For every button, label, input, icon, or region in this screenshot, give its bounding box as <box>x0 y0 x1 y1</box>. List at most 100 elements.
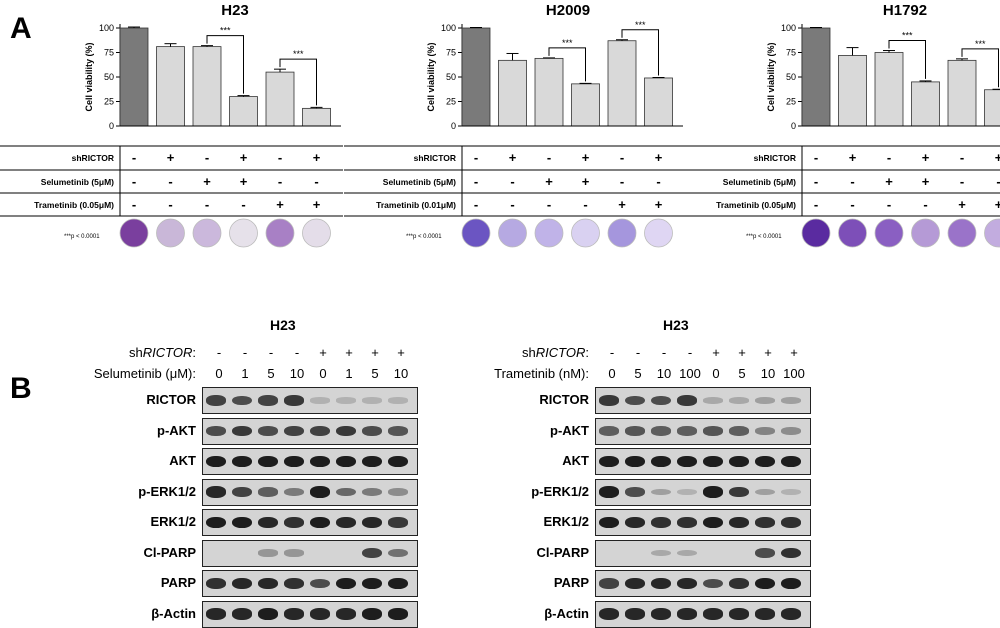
blot-title: H23 <box>663 317 689 333</box>
blot-strip <box>202 387 418 414</box>
shrictor-lane-symbol: + <box>345 345 353 360</box>
shrictor-lane-symbol: - <box>687 345 693 360</box>
condition-symbol: - <box>547 150 551 165</box>
chart-H23: H23 0 25 50 75 100 Cell viability (%) *** *** shR… <box>0 2 343 248</box>
condition-symbol: + <box>582 150 590 165</box>
condition-label: Trametinib (0.01μM) <box>376 200 456 210</box>
shrictor-lane-symbol: - <box>268 345 274 360</box>
shrictor-lane-symbol: + <box>790 345 798 360</box>
condition-label: Selumetinib (5μM) <box>723 177 796 187</box>
colony-well <box>192 218 222 248</box>
y-tick-label: 100 <box>441 23 456 33</box>
protein-band <box>232 608 252 620</box>
condition-symbol: + <box>849 150 857 165</box>
condition-symbol: - <box>923 197 927 212</box>
y-axis-label: Cell viability (%) <box>766 42 776 111</box>
protein-band <box>284 425 304 437</box>
bar <box>838 55 867 127</box>
significance-stars: *** <box>293 49 304 59</box>
condition-symbol: + <box>958 197 966 212</box>
band-label: ERK1/2 <box>150 514 196 529</box>
protein-band <box>599 578 619 589</box>
condition-symbol: + <box>885 174 893 189</box>
protein-band <box>258 487 278 497</box>
dose-value: 5 <box>738 366 746 381</box>
protein-band <box>232 577 252 590</box>
y-tick-label: 25 <box>786 97 796 107</box>
protein-band <box>336 577 356 590</box>
band-label: p-AKT <box>550 422 589 438</box>
shrictor-lane-symbol: + <box>712 345 720 360</box>
blot-strip <box>202 417 418 445</box>
protein-band <box>284 578 304 589</box>
protein-band <box>388 455 408 468</box>
colony-well <box>119 218 149 248</box>
condition-symbol: + <box>240 174 248 189</box>
bar <box>947 59 977 127</box>
condition-symbol: - <box>241 197 245 212</box>
dose-value: 5 <box>634 366 642 381</box>
condition-symbol: - <box>887 197 891 212</box>
protein-band <box>599 426 619 436</box>
protein-band <box>651 488 671 496</box>
protein-band <box>703 397 723 404</box>
condition-symbol: + <box>240 150 248 165</box>
protein-band <box>755 455 775 468</box>
shrictor-lane-symbol: + <box>397 345 405 360</box>
band-label: β-Actin <box>544 605 589 621</box>
significance-bracket <box>548 47 586 82</box>
p-value-note: ***p < 0.0001 <box>64 234 100 240</box>
band-label: p-ERK1/2 <box>531 483 589 499</box>
protein-band <box>362 516 382 529</box>
protein-band <box>336 516 356 529</box>
bar <box>874 52 904 127</box>
protein-band <box>625 608 645 620</box>
shrictor-lane-symbol: + <box>319 345 327 360</box>
y-axis-label: Cell viability (%) <box>84 42 94 111</box>
protein-band <box>258 426 278 436</box>
protein-band <box>651 517 671 528</box>
blot-strip <box>202 600 418 628</box>
colony-well <box>911 218 940 248</box>
significance-bracket <box>206 35 244 94</box>
condition-symbol: + <box>167 150 175 165</box>
chart-title: H23 <box>221 2 249 19</box>
significance-stars: *** <box>975 39 986 49</box>
band-label: RICTOR <box>146 392 196 407</box>
bar <box>984 89 1000 127</box>
protein-band <box>625 487 645 497</box>
protein-band <box>362 487 382 497</box>
y-tick-label: 50 <box>786 72 796 82</box>
condition-label: shRICTOR <box>754 153 796 163</box>
condition-symbol: - <box>960 150 964 165</box>
band-label: p-ERK1/2 <box>138 483 196 499</box>
protein-band <box>284 517 304 528</box>
colony-well <box>156 218 185 248</box>
colony-well <box>984 218 1000 248</box>
protein-band <box>677 517 697 528</box>
significance-bracket <box>961 48 999 88</box>
condition-symbol: - <box>620 150 624 165</box>
condition-symbol: - <box>314 174 318 189</box>
protein-band <box>284 395 304 406</box>
protein-band <box>362 608 382 620</box>
protein-band <box>781 517 801 528</box>
protein-band <box>336 487 356 497</box>
colony-well <box>498 218 527 248</box>
protein-band <box>703 455 723 468</box>
y-tick-label: 25 <box>104 97 114 107</box>
dose-value: 10 <box>760 366 776 381</box>
band-label: Cl-PARP <box>536 544 589 560</box>
blot-strip <box>202 478 418 506</box>
dose-value: 0 <box>319 366 327 381</box>
protein-band <box>206 395 226 406</box>
blot-strip <box>595 570 811 597</box>
y-tick-label: 0 <box>109 121 114 131</box>
protein-band <box>206 608 226 620</box>
chart-H1792: H1792 0 25 50 75 100 Cell viability (%) *** *** s… <box>684 2 1000 248</box>
y-tick-label: 50 <box>446 72 456 82</box>
protein-band <box>258 577 278 590</box>
protein-band <box>310 425 330 437</box>
significance-stars: *** <box>220 26 231 36</box>
condition-label: Trametinib (0.05μM) <box>716 200 796 210</box>
